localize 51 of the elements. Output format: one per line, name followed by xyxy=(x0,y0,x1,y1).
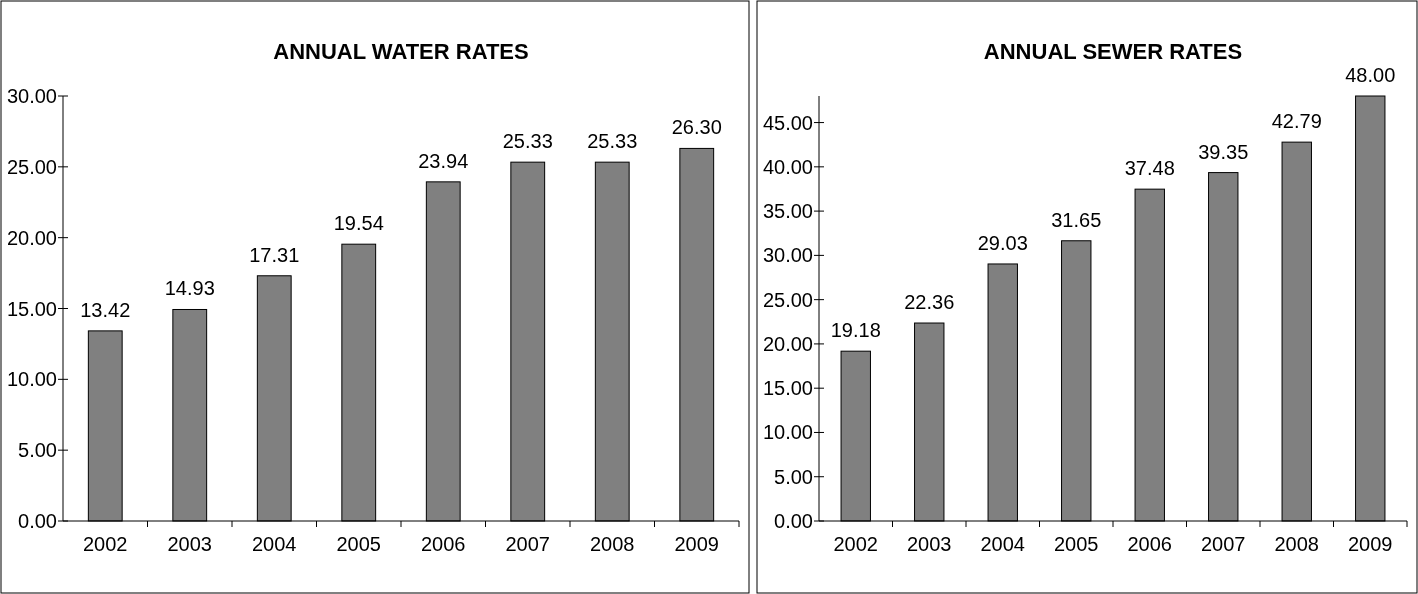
y-tick-label: 10.00 xyxy=(762,421,813,444)
y-tick-label: 40.00 xyxy=(762,155,813,178)
y-tick-label: 15.00 xyxy=(762,377,813,400)
y-tick-label: 5.00 xyxy=(774,465,813,488)
x-tick-label: 2003 xyxy=(167,533,212,555)
x-tick-label: 2005 xyxy=(1054,533,1099,555)
y-tick-label: 15.00 xyxy=(6,297,57,320)
data-label: 39.35 xyxy=(1198,140,1249,163)
y-tick-label: 25.00 xyxy=(6,155,57,178)
y-tick-label: 35.00 xyxy=(762,200,813,223)
y-tick-label: 10.00 xyxy=(6,368,57,391)
x-tick-label: 2006 xyxy=(421,533,466,555)
data-label: 17.31 xyxy=(249,243,300,266)
data-label: 23.94 xyxy=(418,149,469,172)
data-label: 31.65 xyxy=(1051,208,1102,231)
y-tick-label: 30.00 xyxy=(762,244,813,267)
x-tick-label: 2007 xyxy=(1201,533,1246,555)
x-tick-label: 2003 xyxy=(907,533,952,555)
data-label: 19.54 xyxy=(333,212,384,235)
x-tick-label: 2009 xyxy=(674,533,719,555)
x-tick-label: 2002 xyxy=(83,533,128,555)
data-label: 42.79 xyxy=(1271,110,1322,133)
chart-title: ANNUAL WATER RATES xyxy=(273,39,529,64)
data-label: 14.93 xyxy=(164,277,215,300)
data-label: 22.36 xyxy=(904,291,955,314)
x-tick-label: 2005 xyxy=(336,533,381,555)
data-label: 25.33 xyxy=(587,130,638,153)
y-tick-label: 20.00 xyxy=(6,226,57,249)
y-tick-label: 5.00 xyxy=(18,439,57,462)
x-tick-label: 2009 xyxy=(1348,533,1393,555)
y-tick-label: 25.00 xyxy=(762,288,813,311)
data-label: 26.30 xyxy=(671,116,722,139)
y-tick-label: 0.00 xyxy=(774,510,813,532)
data-label: 48.00 xyxy=(1345,64,1396,86)
y-tick-label: 0.00 xyxy=(18,510,57,532)
x-tick-label: 2006 xyxy=(1127,533,1172,555)
data-label: 19.18 xyxy=(830,319,881,342)
chart-title: ANNUAL SEWER RATES xyxy=(983,39,1243,64)
y-tick-label: 30.00 xyxy=(6,85,57,107)
x-tick-label: 2008 xyxy=(590,533,635,555)
x-tick-label: 2007 xyxy=(505,533,550,555)
data-label: 29.03 xyxy=(977,231,1028,254)
x-tick-label: 2002 xyxy=(833,533,878,555)
x-tick-label: 2008 xyxy=(1274,533,1319,555)
x-tick-label: 2004 xyxy=(252,533,297,555)
data-label: 13.42 xyxy=(80,298,131,321)
y-tick-label: 20.00 xyxy=(762,332,813,355)
data-label: 25.33 xyxy=(502,130,553,153)
x-tick-label: 2004 xyxy=(980,533,1025,555)
data-label: 37.48 xyxy=(1124,157,1175,180)
y-tick-label: 45.00 xyxy=(762,111,813,134)
